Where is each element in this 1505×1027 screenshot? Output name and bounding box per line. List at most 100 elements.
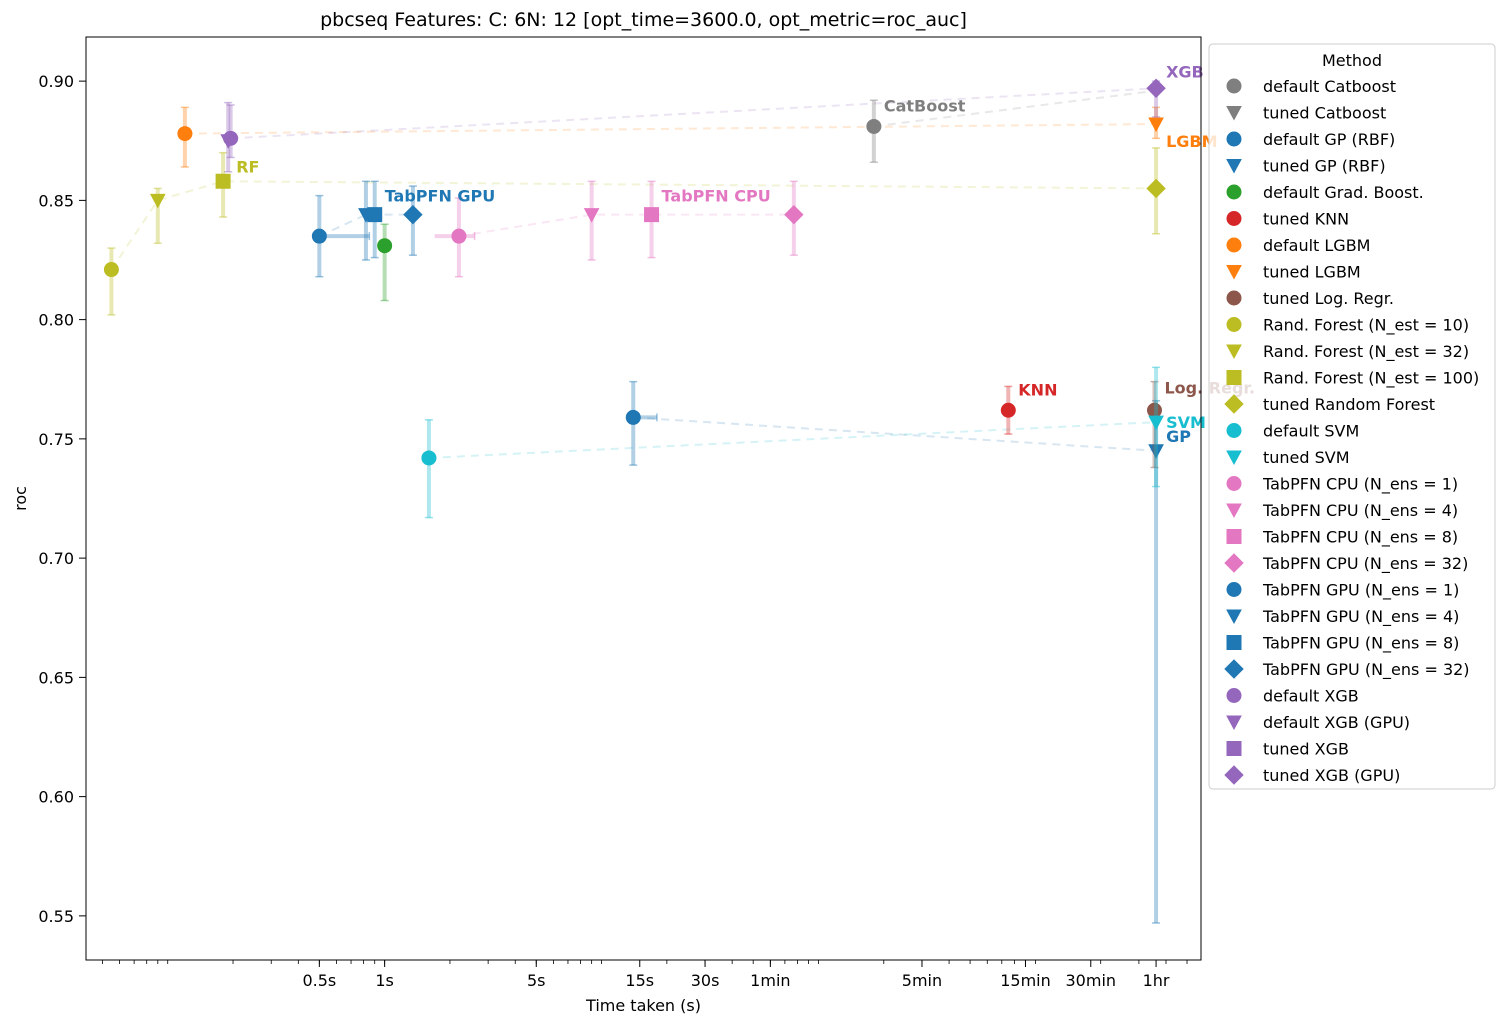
legend-item: default Catboost (1226, 77, 1396, 96)
y-tick-label: 0.70 (38, 549, 74, 568)
series-default-svm (421, 419, 437, 519)
data-point (149, 193, 166, 209)
series-tabpfn-gpu-n-ens-1 (311, 194, 371, 278)
legend-item: TabPFN GPU (N_ens = 8) (1226, 634, 1459, 654)
legend-label: default Grad. Boost. (1263, 183, 1424, 202)
series-rand-forest-n-est-10 (103, 247, 119, 316)
legend-item: tuned SVM (1226, 448, 1350, 467)
series-rand-forest-n-est-100 (215, 151, 231, 218)
legend-label: default GP (RBF) (1263, 130, 1395, 149)
axes: 0.5s 1s 5s 15s 30s 1min 5min 15min 30min 1hr 0.55 0… (38, 72, 1188, 990)
legend-marker (1226, 476, 1242, 491)
legend-marker (1226, 582, 1242, 597)
y-axis-label: roc (11, 486, 30, 511)
data-point (1148, 117, 1164, 133)
trend-line (873, 89, 1157, 128)
legend-label: tuned SVM (1263, 448, 1350, 467)
series-default-grad-boost (377, 223, 393, 302)
series-default-xgb-gpu (220, 101, 237, 173)
legend-item: TabPFN GPU (N_ens = 4) (1226, 607, 1459, 627)
legend-marker (1226, 78, 1242, 94)
data-point (421, 450, 437, 466)
series-rand-forest-n-est-32 (149, 187, 166, 245)
legend-item: TabPFN CPU (N_ens = 8) (1226, 528, 1458, 548)
y-tick-label: 0.75 (38, 430, 74, 449)
y-tick-label: 0.90 (38, 72, 74, 91)
legend-label: TabPFN CPU (N_ens = 8) (1262, 528, 1458, 548)
legend-item: tuned GP (RBF) (1226, 157, 1386, 176)
legend-label: default Catboost (1263, 77, 1396, 96)
legend-label: TabPFN CPU (N_ens = 32) (1262, 554, 1468, 574)
x-axis-label: Time taken (s) (585, 996, 701, 1015)
series-tuned-lgbm (1148, 106, 1164, 140)
y-tick-label: 0.85 (38, 191, 74, 210)
x-tick-label: 1hr (1143, 971, 1170, 990)
legend-label: tuned LGBM (1263, 263, 1361, 282)
annotation-gp: GP (1166, 427, 1191, 446)
plot-frame (85, 36, 1202, 961)
annotation-rf: RF (236, 158, 259, 177)
legend-marker (1226, 635, 1242, 650)
legend-title: Method (1322, 51, 1382, 70)
legend-marker (1226, 688, 1242, 703)
series-default-xgb (223, 104, 239, 159)
trend-line (230, 87, 1157, 140)
annotation-tabpfn-cpu: TabPFN CPU (662, 187, 771, 206)
legend-item: tuned Random Forest (1224, 394, 1435, 414)
legend-item: TabPFN GPU (N_ens = 1) (1226, 581, 1459, 601)
legend-label: Rand. Forest (N_est = 10) (1263, 316, 1469, 336)
data-point (625, 409, 641, 425)
y-tick-label: 0.65 (38, 668, 74, 687)
legend-item: default Grad. Boost. (1226, 183, 1424, 202)
annotation-lgbm: LGBM (1166, 132, 1217, 151)
data-point (215, 173, 231, 189)
series-tabpfn-cpu-n-ens-32 (784, 180, 804, 256)
series-tabpfn-cpu-n-ens-4 (583, 180, 600, 261)
legend-marker (1226, 317, 1242, 332)
data-point (583, 208, 600, 223)
legend-marker (1224, 659, 1244, 679)
legend-marker (1226, 106, 1242, 121)
y-tick-label: 0.60 (38, 788, 74, 807)
legend-item: Rand. Forest (N_est = 32) (1226, 342, 1469, 362)
legend-item: default GP (RBF) (1226, 130, 1395, 149)
x-tick-label: 1min (750, 971, 790, 990)
y-tick-label: 0.80 (38, 311, 74, 330)
legend-label: TabPFN CPU (N_ens = 1) (1262, 475, 1458, 495)
data-point (451, 228, 467, 244)
legend-label: default XGB (1263, 687, 1359, 706)
series-tuned-xgb-gpu (1146, 78, 1166, 118)
trend-line (633, 416, 1157, 452)
data-point (784, 204, 804, 225)
data-point (866, 118, 882, 134)
legend-item: tuned Log. Regr. (1226, 289, 1394, 308)
legend-label: TabPFN GPU (N_ens = 1) (1262, 581, 1459, 601)
legend-marker (1226, 159, 1242, 174)
legend-label: default LGBM (1263, 236, 1370, 255)
series-tabpfn-gpu-n-ens-8 (367, 180, 383, 259)
data-point (1146, 178, 1166, 199)
x-tick-label: 30s (691, 971, 720, 990)
legend-marker (1224, 394, 1244, 414)
legend-item: TabPFN GPU (N_ens = 32) (1224, 659, 1470, 680)
legend-label: tuned GP (RBF) (1263, 157, 1386, 176)
series-tuned-knn (1000, 385, 1016, 435)
annotation-tabpfn-gpu: TabPFN GPU (385, 187, 496, 206)
legend-item: tuned LGBM (1226, 263, 1361, 282)
legend-marker (1226, 450, 1242, 466)
legend-marker (1226, 344, 1242, 360)
legend-label: TabPFN GPU (N_ens = 32) (1262, 660, 1470, 680)
series-tabpfn-cpu-n-ens-8 (644, 180, 660, 259)
legend-item: TabPFN CPU (N_ens = 4) (1226, 501, 1458, 521)
legend-label: tuned XGB (GPU) (1263, 766, 1400, 785)
trend-line (184, 123, 1157, 135)
x-tick-label: 1s (375, 971, 394, 990)
legend-label: TabPFN CPU (N_ens = 4) (1262, 501, 1458, 521)
legend-marker (1226, 423, 1242, 438)
data-point (403, 204, 423, 225)
legend-label: tuned Log. Regr. (1263, 289, 1394, 308)
legend-marker (1226, 503, 1242, 519)
x-tick-label: 30min (1066, 971, 1117, 990)
legend-label: tuned Random Forest (1263, 395, 1435, 414)
legend-marker (1226, 237, 1242, 253)
